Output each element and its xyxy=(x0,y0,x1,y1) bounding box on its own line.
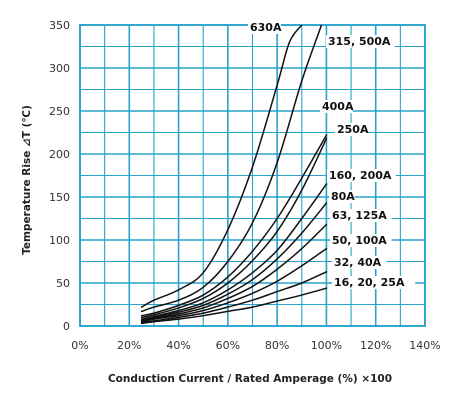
y-tick-label: 350 xyxy=(49,19,70,32)
series-lines xyxy=(140,25,328,325)
series-label-bg xyxy=(329,190,355,203)
series-labels: 630A 315, 500A 400A 250A 160, 200A 80A 63, 125… xyxy=(248,21,416,289)
series-label-8: 32, 40A xyxy=(334,256,382,269)
y-tick-label: 100 xyxy=(49,234,70,247)
y-tick-label: 150 xyxy=(49,191,70,204)
series-label-7: 50, 100A xyxy=(332,234,387,247)
x-tick-label: 120% xyxy=(360,339,391,352)
series-line-9 xyxy=(140,287,328,325)
series-line-8 xyxy=(140,271,328,324)
series-label-bg xyxy=(330,234,392,247)
y-axis-ticks: 0 50 100 150 200 250 300 350 xyxy=(49,19,70,333)
x-tick-label: 20% xyxy=(117,339,141,352)
x-axis-ticks: 0% 20% 40% 60% 80% 100% 120% 140% xyxy=(71,339,440,352)
series-label-0: 630A xyxy=(250,21,282,34)
y-tick-label: 0 xyxy=(63,320,70,333)
series-line-3 xyxy=(140,137,328,319)
series-label-bg xyxy=(326,35,395,48)
series-label-bg xyxy=(332,256,387,269)
series-label-bg xyxy=(330,209,392,222)
series-line-4 xyxy=(140,183,328,320)
y-tick-label: 50 xyxy=(56,277,70,290)
y-tick-label: 300 xyxy=(49,62,70,75)
series-label-bg xyxy=(248,21,281,34)
series-label-4: 160, 200A xyxy=(329,169,392,182)
series-label-2: 400A xyxy=(322,100,354,113)
series-label-5: 80A xyxy=(331,190,355,203)
series-label-9: 16, 20, 25A xyxy=(334,276,405,289)
series-label-bg xyxy=(332,276,416,289)
series-label-bg xyxy=(335,123,368,136)
series-label-3: 250A xyxy=(337,123,369,136)
x-tick-label: 80% xyxy=(265,339,289,352)
series-line-7 xyxy=(140,247,328,323)
series-line-1 xyxy=(140,25,323,313)
x-tick-label: 140% xyxy=(409,339,440,352)
x-tick-label: 60% xyxy=(216,339,240,352)
y-axis-title: Temperature Rise ⊿T (℃) xyxy=(21,105,33,255)
series-label-6: 63, 125A xyxy=(332,209,387,222)
series-line-2 xyxy=(140,134,328,317)
y-tick-label: 200 xyxy=(49,148,70,161)
series-line-5 xyxy=(140,202,328,321)
series-label-bg xyxy=(327,169,396,182)
series-line-6 xyxy=(140,223,328,322)
series-line-0 xyxy=(140,25,303,308)
x-tick-label: 0% xyxy=(71,339,88,352)
y-tick-label: 250 xyxy=(49,105,70,118)
x-tick-label: 40% xyxy=(166,339,190,352)
series-label-1: 315, 500A xyxy=(328,35,391,48)
series-label-bg xyxy=(320,100,353,113)
x-tick-label: 100% xyxy=(311,339,342,352)
x-axis-title: Conduction Current / Rated Amperage (%) … xyxy=(108,373,392,385)
